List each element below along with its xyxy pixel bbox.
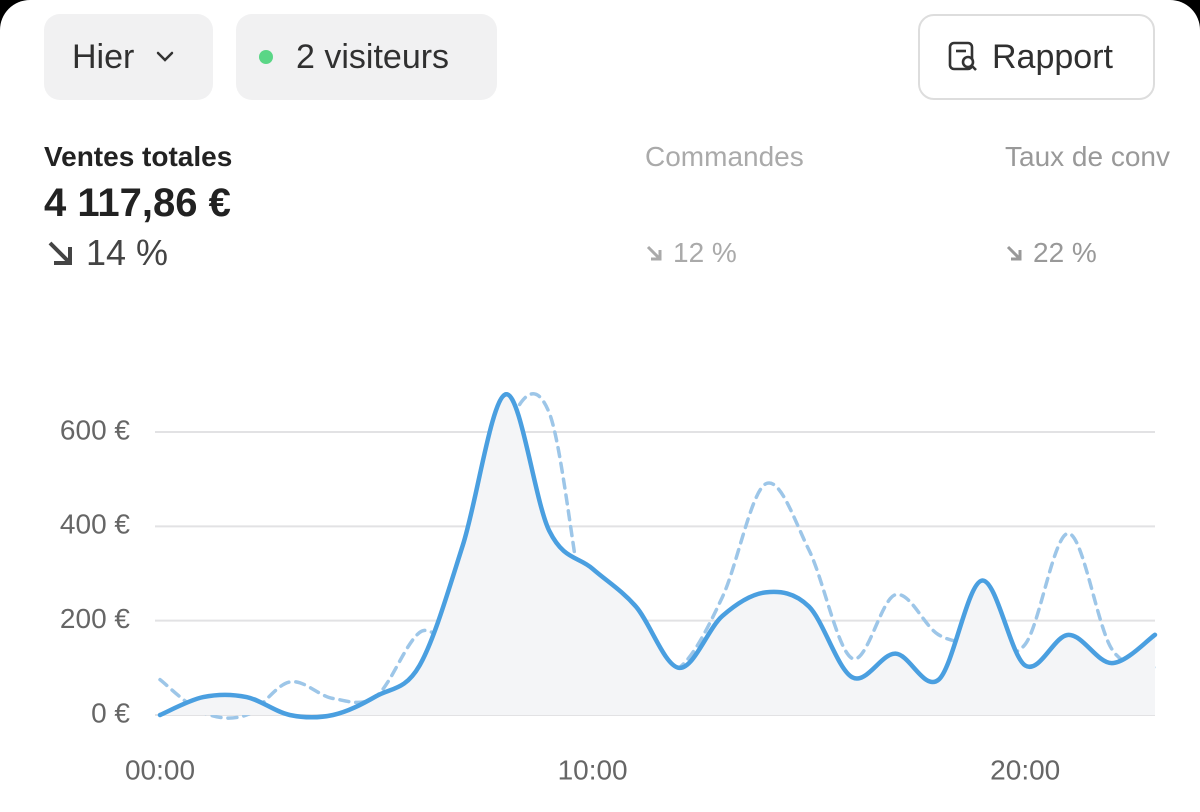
live-dot xyxy=(259,50,273,64)
metric-label: Taux de conv xyxy=(1005,141,1170,172)
down-arrow xyxy=(646,245,662,261)
metric-label: Commandes xyxy=(645,141,804,172)
y-tick-label: 200 € xyxy=(60,603,130,634)
report-label: Rapport xyxy=(992,37,1113,76)
series-line xyxy=(157,392,1158,720)
metric-change: 14 % xyxy=(44,230,232,276)
x-tick-label: 10:00 xyxy=(558,754,628,785)
metric-change-text: 22 % xyxy=(1033,237,1097,268)
y-tick-label: 0 € xyxy=(91,697,130,728)
metric-change-text: 14 % xyxy=(86,232,169,273)
y-tick-label: 600 € xyxy=(60,414,130,445)
metric-change: 22 % xyxy=(1005,230,1170,276)
visitors-button[interactable]: 2 visiteurs xyxy=(236,14,497,100)
down-arrow xyxy=(48,241,72,265)
visitors-label: 2 visiteurs xyxy=(296,37,450,76)
x-tick-label: 00:00 xyxy=(125,754,195,785)
chevron-icon xyxy=(157,51,174,62)
metric-label: Ventes totales xyxy=(44,141,233,172)
metric-value: 4 117,86 € xyxy=(44,181,231,225)
metric-change-text: 12 % xyxy=(673,237,737,268)
series-area xyxy=(160,394,1155,718)
down-arrow xyxy=(1006,245,1022,261)
metric-sales[interactable]: Ventes totales 4 117,86 € 14 % xyxy=(44,138,232,276)
report-icon xyxy=(948,41,977,71)
metric-change: 12 % xyxy=(645,230,804,276)
report-button[interactable]: Rapport xyxy=(918,14,1155,100)
y-tick-label: 400 € xyxy=(60,509,130,540)
x-tick-label: 20:00 xyxy=(990,754,1060,785)
period-label: Hier xyxy=(72,37,135,76)
period-button[interactable]: Hier xyxy=(44,14,213,100)
metric-orders[interactable]: Commandes 12 % xyxy=(645,138,804,276)
metric-conversion[interactable]: Taux de conv 22 % xyxy=(1005,138,1170,276)
